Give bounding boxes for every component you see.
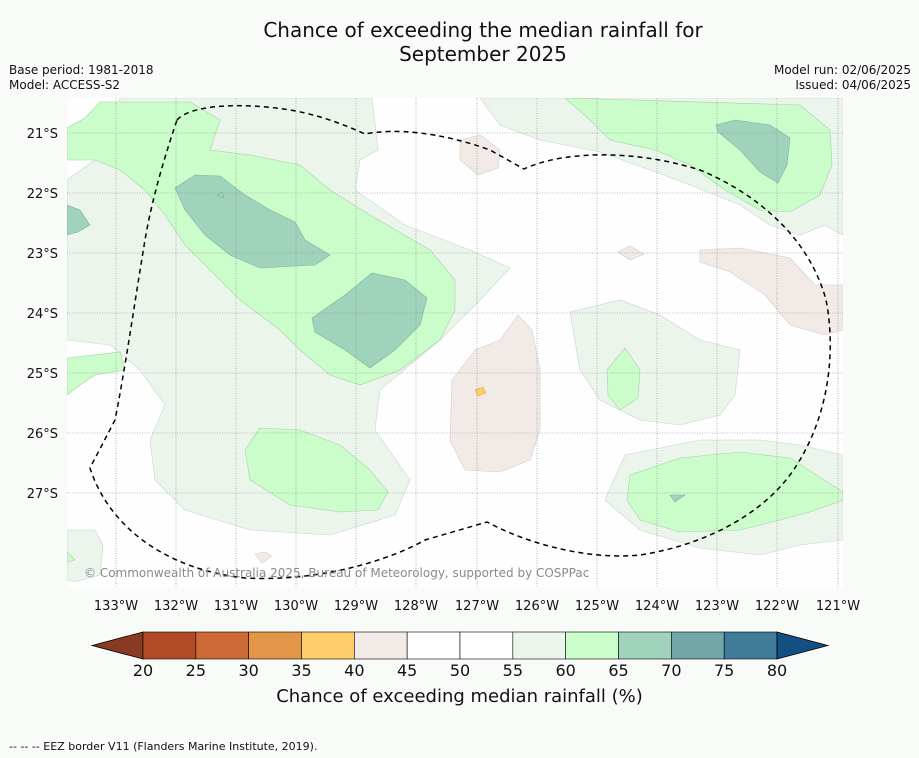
colorbar-high-extend [776,631,830,660]
title-line-1: Chance of exceeding the median rainfall … [263,18,703,42]
colorbar-segment [142,631,197,660]
map-title: Chance of exceeding the median rainfall … [0,18,919,66]
colorbar-tick-label: 70 [661,661,681,680]
copyright-notice: © Commonwealth of Australia 2025, Bureau… [84,566,589,580]
lat-label-25s: 25°S [27,367,58,382]
lon-label-129w: 129°W [334,599,378,614]
issued-date: Issued: 04/06/2025 [795,78,911,92]
lat-label-27s: 27°S [27,487,58,502]
colorbar-tick-label: 25 [186,661,206,680]
colorbar-segment [195,631,249,660]
colorbar-tick-label: 75 [714,661,734,680]
lat-label-26s: 26°S [27,427,58,442]
colorbar-tick-label: 30 [238,661,258,680]
latitude-labels: 21°S 22°S 23°S 24°S 25°S 26°S 27°S [27,127,58,502]
colorbar-tick-label: 45 [397,661,417,680]
colorbar-low-extend [90,631,144,660]
colorbar-tick-label: 60 [555,661,575,680]
lat-label-22s: 22°S [27,187,58,202]
colorbar: 20 25 30 35 40 45 50 55 60 65 70 75 80 [90,631,830,680]
lon-label-124w: 124°W [635,599,679,614]
longitude-labels: 133°W 132°W 131°W 130°W 129°W 128°W 127°… [94,599,860,614]
colorbar-label: Chance of exceeding median rainfall (%) [276,686,643,707]
lon-label-133w: 133°W [94,599,138,614]
title-line-2: September 2025 [399,42,567,66]
lat-label-21s: 21°S [27,127,58,142]
colorbar-tick-label: 20 [133,661,153,680]
colorbar-tick-label: 40 [344,661,364,680]
colorbar-tick-label: 55 [503,661,523,680]
colorbar-segment [565,631,619,660]
eez-footnote: -- -- -- EEZ border V11 (Flanders Marine… [9,740,318,753]
lon-label-131w: 131°W [214,599,258,614]
colorbar-tick-label: 50 [450,661,470,680]
grid-lines [67,98,843,587]
lon-label-128w: 128°W [394,599,438,614]
base-period: Base period: 1981-2018 [9,63,154,77]
eez-border [89,104,831,580]
colorbar-segment [459,631,514,660]
run-info: Model run: 02/06/2025 Issued: 04/06/2025 [774,63,911,93]
lon-label-132w: 132°W [154,599,198,614]
colorbar-segment [512,631,566,660]
model-run: Model run: 02/06/2025 [773,63,911,77]
lon-label-123w: 123°W [695,599,739,614]
lon-label-127w: 127°W [455,599,499,614]
colorbar-segment [618,631,672,660]
lat-label-23s: 23°S [27,247,58,262]
lon-label-122w: 122°W [755,599,799,614]
colorbar-segment [301,631,355,660]
map-area: © Commonwealth of Australia 2025, Bureau… [67,98,843,587]
model-name: Model: ACCESS-S2 [9,78,121,92]
colorbar-tick-label: 35 [291,661,311,680]
colorbar-segment [248,631,302,660]
colorbar-segment [723,631,778,660]
colorbar-segment [671,631,725,660]
lat-label-24s: 24°S [27,307,58,322]
probability-70-band [67,119,791,503]
lon-label-130w: 130°W [274,599,318,614]
lon-label-125w: 125°W [575,599,619,614]
lon-label-126w: 126°W [515,599,559,614]
lon-label-121w: 121°W [816,599,860,614]
colorbar-segment [406,631,461,660]
colorbar-tick-label: 65 [608,661,628,680]
colorbar-segment [354,631,408,660]
base-info: Base period: 1981-2018 Model: ACCESS-S2 [9,63,154,93]
colorbar-tick-label: 80 [767,661,787,680]
